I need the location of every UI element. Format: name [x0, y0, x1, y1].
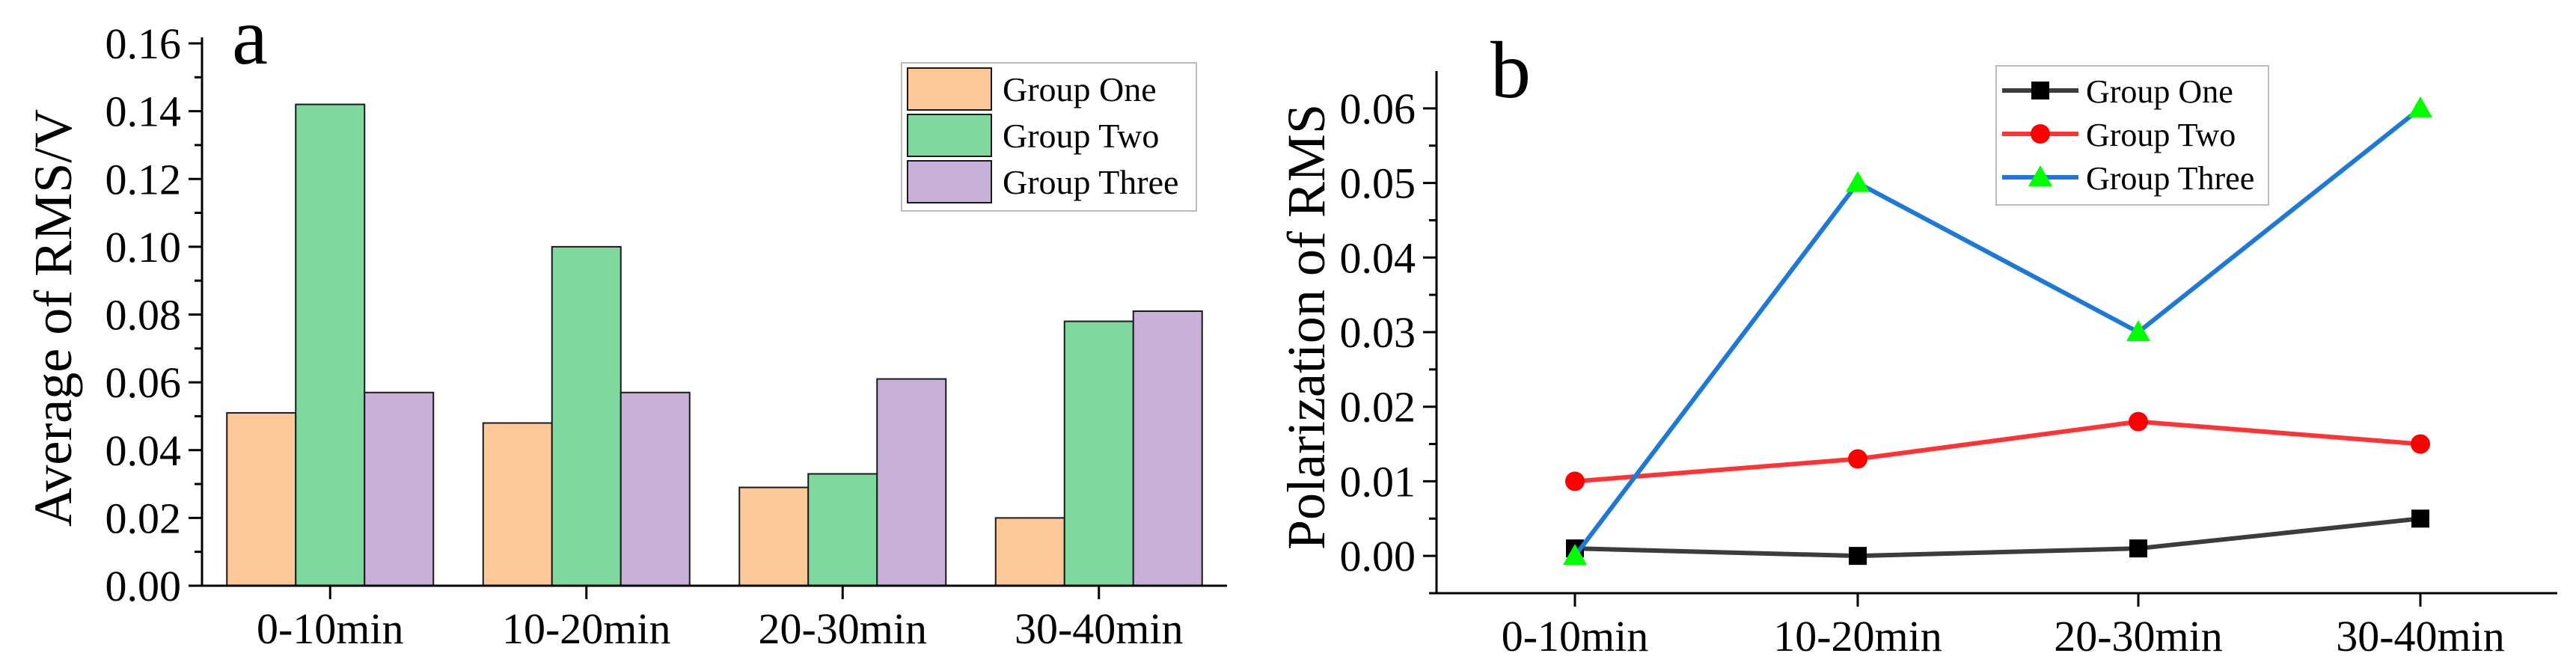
x-tick-label: 0-10min: [257, 604, 404, 653]
y-tick-label: 0.02: [1340, 383, 1416, 432]
y-tick-label: 0.00: [1340, 532, 1416, 580]
legend-label: Group Two: [2086, 117, 2236, 153]
y-axis-title: Polarization of RMS: [1276, 104, 1336, 550]
bar-group-three-0-10min: [364, 391, 435, 586]
y-tick-label: 0.02: [105, 494, 182, 542]
legend: Group One Group Two Group Three: [901, 62, 1197, 212]
y-tick-label: 0.10: [105, 223, 182, 272]
y-tick-label: 0.03: [1340, 308, 1416, 357]
x-tick-label: 30-40min: [2336, 612, 2505, 661]
x-tick-label: 30-40min: [1015, 604, 1184, 653]
y-tick-label: 0.04: [1340, 233, 1416, 282]
bar-group-three-20-30min: [876, 378, 947, 586]
point-group-one-30-40min: [2411, 509, 2429, 528]
legend: Group One Group Two Group Three: [1995, 65, 2269, 206]
bar-group-two-10-20min: [551, 245, 622, 586]
y-tick-label: 0.12: [105, 155, 182, 203]
y-tick-label: 0.00: [105, 562, 182, 610]
y-tick-label: 0.06: [105, 358, 182, 407]
bar-group-two-30-40min: [1063, 320, 1134, 586]
legend-marker: [2031, 82, 2049, 99]
panel-a-bar-chart: a 0.00 0.02 0.04 0.06 0.08 0.10 0.12 0.14 0.16 0-…: [23, 0, 1227, 653]
legend-label: Group Three: [1003, 163, 1178, 201]
y-tick-label: 0.05: [1340, 159, 1416, 208]
y-axis-title: Average of RMS/V: [23, 109, 83, 527]
x-tick-label: 10-20min: [502, 604, 671, 653]
point-group-three-0-10min: [1563, 544, 1587, 566]
point-group-two-10-20min: [1848, 449, 1867, 469]
legend-swatch: [907, 67, 992, 111]
y-tick-label: 0.06: [1340, 85, 1416, 133]
x-tick-label: 20-30min: [2054, 612, 2223, 661]
bar-group-one-0-10min: [226, 411, 297, 586]
point-group-two-20-30min: [2129, 411, 2148, 432]
panel-a-label: a: [232, 0, 268, 82]
point-group-one-10-20min: [1849, 547, 1867, 566]
legend-label: Group One: [2086, 73, 2233, 110]
legend-marker: [2031, 124, 2050, 144]
bar-group-one-30-40min: [994, 517, 1065, 586]
x-tick-label: 0-10min: [1502, 612, 1649, 661]
point-group-three-30-40min: [2408, 96, 2432, 117]
y-tick-label: 0.04: [105, 426, 182, 475]
legend-label: Group One: [1003, 70, 1157, 108]
bar-group-one-10-20min: [482, 422, 553, 586]
bar-group-two-0-10min: [295, 103, 366, 586]
bar-group-one-20-30min: [738, 486, 810, 586]
point-group-one-20-30min: [2129, 539, 2147, 558]
panel-b-line-chart: b 0.00 0.01 0.02 0.03 0.04 0.05 0.06 0-10min 10-…: [1276, 26, 2557, 661]
panel-b-label: b: [1490, 26, 1531, 115]
bar-group-two-20-30min: [807, 473, 878, 586]
bar-group-three-10-20min: [619, 391, 691, 586]
legend-swatch: [907, 160, 992, 203]
point-group-two-30-40min: [2411, 434, 2430, 454]
legend-swatch: [907, 114, 992, 157]
y-tick-label: 0.08: [105, 291, 182, 340]
x-tick-label: 20-30min: [758, 604, 927, 653]
series-line-group-one: [1574, 516, 2421, 559]
legend-marker: [2028, 165, 2052, 186]
point-group-three-10-20min: [1846, 171, 1870, 192]
y-tick-label: 0.14: [105, 88, 182, 136]
bar-group-three-30-40min: [1132, 310, 1203, 586]
point-group-two-0-10min: [1565, 471, 1585, 491]
series-line-group-two: [1574, 419, 2421, 484]
y-tick-label: 0.16: [105, 19, 182, 68]
point-group-three-20-30min: [2126, 320, 2150, 341]
legend-label: Group Two: [1003, 117, 1159, 155]
x-tick-label: 10-20min: [1773, 612, 1942, 661]
series-line-group-three: [1573, 106, 2422, 557]
legend-label: Group Three: [2086, 160, 2254, 197]
y-tick-label: 0.01: [1340, 457, 1416, 506]
